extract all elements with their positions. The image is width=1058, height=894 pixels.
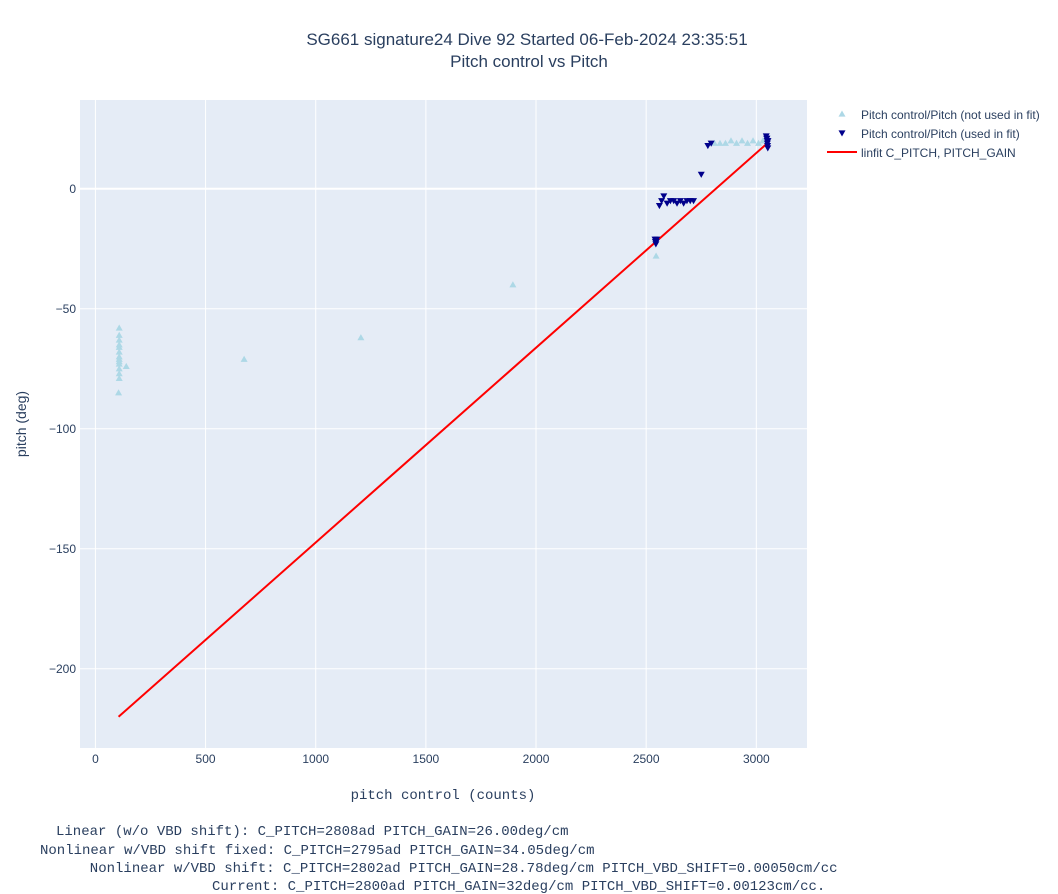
y-tick-label: −150 <box>49 542 76 556</box>
legend-label-not-used: Pitch control/Pitch (not used in fit) <box>861 108 1040 122</box>
fit-line-layer <box>117 142 769 718</box>
data-point-not-used <box>115 365 123 372</box>
chart-subtitle: Pitch control vs Pitch <box>450 52 608 71</box>
x-tick-label: 1000 <box>302 752 329 766</box>
x-tick-label: 500 <box>196 752 216 766</box>
data-point-used <box>652 238 660 246</box>
data-point-not-used <box>357 334 365 341</box>
not-used-points-layer <box>115 137 767 396</box>
data-point-used <box>673 200 681 207</box>
data-point-used <box>764 138 772 145</box>
legend-marker-triangle-down-icon <box>838 130 846 137</box>
data-point-not-used <box>716 139 724 146</box>
footnote-linear: Linear (w/o VBD shift): C_PITCH=2808ad P… <box>14 824 569 840</box>
data-point-not-used <box>115 374 123 382</box>
data-point-not-used <box>721 139 729 146</box>
data-point-not-used <box>115 336 123 343</box>
data-point-not-used <box>755 139 763 146</box>
data-point-not-used <box>710 139 718 146</box>
legend-label-used: Pitch control/Pitch (used in fit) <box>861 127 1020 141</box>
data-point-not-used <box>240 355 248 362</box>
data-point-used <box>697 171 705 178</box>
grid-lines <box>80 100 807 748</box>
x-tick-label: 2500 <box>633 752 660 766</box>
legend[interactable]: Pitch control/Pitch (not used in fit) Pi… <box>827 108 1040 160</box>
data-point-used <box>653 236 661 243</box>
data-point-used <box>704 142 712 150</box>
data-point-used <box>707 140 715 147</box>
data-point-used <box>655 202 663 210</box>
data-point-used <box>764 145 772 152</box>
data-point-not-used <box>749 137 757 144</box>
chart-title: SG661 signature24 Dive 92 Started 06-Feb… <box>306 30 747 49</box>
data-point-not-used <box>115 360 123 367</box>
data-point-not-used <box>115 343 123 350</box>
x-axis-label: pitch control (counts) <box>351 788 536 804</box>
y-tick-label: 0 <box>69 182 76 196</box>
data-point-not-used <box>115 389 123 396</box>
data-point-not-used <box>115 348 123 355</box>
data-point-not-used <box>509 281 517 288</box>
y-tick-label: −100 <box>49 422 76 436</box>
used-points-layer <box>651 133 772 248</box>
legend-item-not-used[interactable]: Pitch control/Pitch (not used in fit) <box>838 108 1040 122</box>
data-point-used <box>690 198 698 205</box>
legend-marker-triangle-up-icon <box>838 110 846 117</box>
data-point-used <box>663 200 671 207</box>
x-tick-label: 2000 <box>523 752 550 766</box>
data-point-not-used <box>738 137 746 144</box>
footnote-nonlinear-fixed: Nonlinear w/VBD shift fixed: C_PITCH=279… <box>40 843 595 859</box>
x-tick-label: 0 <box>92 752 99 766</box>
data-point-used <box>680 200 688 207</box>
footnote-nonlinear-shift: Nonlinear w/VBD shift: C_PITCH=2802ad PI… <box>31 861 838 877</box>
data-point-used <box>670 198 678 205</box>
legend-item-fit[interactable]: linfit C_PITCH, PITCH_GAIN <box>827 146 1016 160</box>
data-point-used <box>676 198 684 205</box>
legend-label-fit: linfit C_PITCH, PITCH_GAIN <box>861 146 1016 160</box>
x-tick-label: 1500 <box>413 752 440 766</box>
data-point-used <box>658 198 666 205</box>
data-point-not-used <box>744 139 752 146</box>
data-point-not-used <box>122 362 130 370</box>
x-tick-label: 3000 <box>743 752 770 766</box>
data-point-not-used <box>733 139 741 146</box>
plot-area <box>80 100 807 748</box>
data-point-used <box>660 193 668 200</box>
legend-item-used[interactable]: Pitch control/Pitch (used in fit) <box>838 127 1020 141</box>
y-tick-label: −50 <box>56 302 77 316</box>
data-point-not-used <box>115 324 123 331</box>
data-point-not-used <box>652 252 660 259</box>
data-point-not-used <box>115 370 123 377</box>
tick-labels: 0 500 1000 1500 2000 2500 3000 0 −50 −100 −150 −200 <box>49 182 770 766</box>
fit-line <box>117 142 769 718</box>
data-point-used <box>652 241 660 248</box>
footnote-current: Current: C_PITCH=2800ad PITCH_GAIN=32deg… <box>44 879 825 894</box>
y-axis-label: pitch (deg) <box>13 391 29 457</box>
y-tick-label: −200 <box>49 662 76 676</box>
data-point-not-used <box>115 331 123 338</box>
data-point-not-used <box>727 137 735 144</box>
